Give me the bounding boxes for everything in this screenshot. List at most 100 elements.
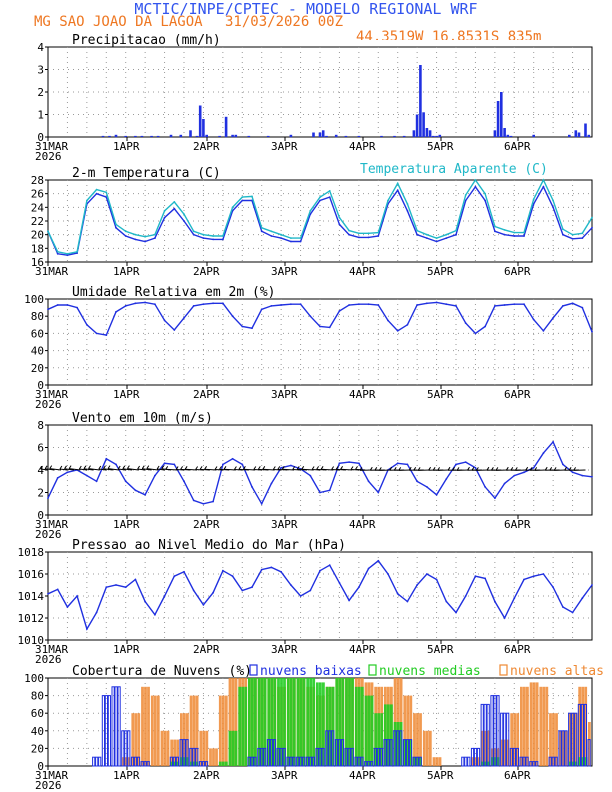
precip-bar — [584, 123, 587, 137]
cloud-bar-low — [289, 756, 293, 767]
pressure-line-point — [513, 597, 516, 600]
cloud-bar-mid — [490, 757, 494, 766]
cloud-bar-mid — [345, 678, 348, 766]
cloud-bar-high — [153, 695, 157, 766]
wind-barb-flag — [355, 466, 358, 470]
wind-barb-flag — [88, 465, 91, 469]
pressure-line-point — [455, 611, 457, 614]
cloud-bar-high — [160, 730, 164, 766]
cloud-bar-low — [525, 756, 529, 767]
cloud-bar-low — [512, 747, 516, 767]
cloud-bar-high — [571, 713, 575, 766]
cloud-bar-mid — [364, 695, 368, 766]
pressure-line-point — [192, 589, 195, 592]
pressure-line-point — [222, 569, 224, 572]
humidity-line-point — [494, 305, 496, 307]
cloud-legend-swatch — [499, 664, 508, 676]
precip-bar — [140, 135, 144, 137]
temperature-line-blue-point — [222, 238, 224, 241]
wind-speed-line-point — [105, 457, 108, 460]
precip-bar — [419, 65, 422, 137]
cloud-bar-mid — [419, 757, 422, 766]
humidity-line-point — [115, 311, 117, 313]
x-year-label: 2026 — [35, 398, 62, 411]
wind-speed-line-point — [280, 466, 282, 469]
cloud-bar-low — [340, 739, 345, 767]
pressure-line-point — [591, 584, 593, 586]
panel-title: Vento em 10m (m/s) — [72, 411, 213, 426]
wind-speed-line-point — [183, 480, 185, 483]
cloud-bar-mid — [270, 678, 274, 766]
pressure-line-point — [435, 578, 438, 581]
wind-barb-flag — [78, 465, 82, 470]
wind-barb-flag — [40, 465, 43, 470]
wind-barb-flag — [238, 466, 242, 470]
cloud-bar-mid — [238, 686, 242, 766]
wind-barb-flag — [486, 466, 490, 471]
temperature-line-cyan-point — [241, 196, 244, 199]
pressure-line-point — [387, 573, 389, 575]
temperature-line-cyan-point — [445, 233, 448, 236]
y-tick-label: 28 — [31, 174, 44, 187]
pressure-line-point — [95, 611, 98, 614]
temperature-line-blue-point — [426, 237, 428, 240]
wind-speed-line-point — [581, 474, 584, 477]
cloud-bar-high — [173, 739, 177, 766]
wind-speed-line-point — [571, 471, 574, 474]
cloud-bar-high — [523, 686, 526, 766]
wind-speed-line-point — [348, 461, 350, 463]
cloud-bar-low — [328, 730, 332, 767]
cloud-bar-mid — [260, 678, 264, 766]
wind-barb-flag — [398, 467, 402, 471]
wind-barb — [142, 468, 152, 471]
humidity-line-point — [173, 329, 176, 331]
cloud-bar-mid — [380, 713, 384, 766]
wind-barb-flag — [452, 467, 455, 471]
wind-barb — [185, 468, 198, 471]
temperature-line-cyan — [47, 178, 593, 255]
temperature-line-cyan-point — [144, 235, 147, 238]
cloud-bar-low — [175, 756, 180, 767]
temperature-line-cyan-point — [86, 199, 88, 202]
wind-barb-flag — [219, 466, 222, 470]
wind-speed-line-point — [163, 462, 166, 465]
pressure-line-point — [494, 600, 496, 603]
x-tick-label: 31MAR — [35, 140, 68, 153]
x-tick-label: 5APR — [427, 518, 454, 531]
cloud-bar-mid — [484, 761, 487, 766]
cloud-bar-low — [519, 756, 523, 767]
y-tick-label: 1010 — [18, 634, 45, 647]
temperature-line-blue-point — [416, 233, 418, 236]
cloud-bar-mid — [387, 704, 390, 766]
pressure-line-point — [134, 578, 137, 581]
cloud-bar-mid — [312, 678, 316, 766]
humidity-line-point — [542, 329, 545, 332]
temperature-line-cyan-point — [474, 179, 477, 181]
precip-bar — [169, 134, 173, 138]
cloud-bar-mid — [263, 678, 267, 766]
wind-speed-line-point — [503, 482, 506, 485]
cloud-bar-low — [130, 756, 135, 767]
pressure-line-point — [474, 575, 477, 578]
cloud-bar-low — [509, 747, 513, 767]
temperature-line-cyan-point — [115, 223, 117, 226]
cloud-bar-low — [263, 747, 267, 767]
x-tick-label: 31MAR — [35, 388, 68, 401]
temperature-line-blue-point — [280, 237, 282, 240]
temperature-line-blue-point — [503, 233, 506, 236]
panel-wind: 0 2 4 6 8 31MAR 1APR 2APR 3APR 4APR 5APR 6APR 2026 Ve… — [35, 411, 593, 541]
cloud-bar-high — [406, 695, 410, 766]
cloud-bar-mid — [416, 757, 419, 766]
pressure-line-point — [154, 613, 156, 616]
pressure-line-point — [212, 591, 215, 594]
cloud-bar-high — [150, 695, 154, 766]
humidity-line-point — [571, 302, 574, 305]
cloud-bar-low — [561, 730, 565, 767]
wind-barb-flag — [49, 465, 53, 469]
cloud-bar-low — [496, 695, 500, 767]
cloud-bar-mid — [325, 686, 329, 766]
pressure-line-point — [47, 592, 49, 595]
y-tick-label: 40 — [31, 345, 44, 358]
cloud-bar-mid — [244, 686, 248, 766]
temperature-line-blue-point — [591, 226, 593, 229]
